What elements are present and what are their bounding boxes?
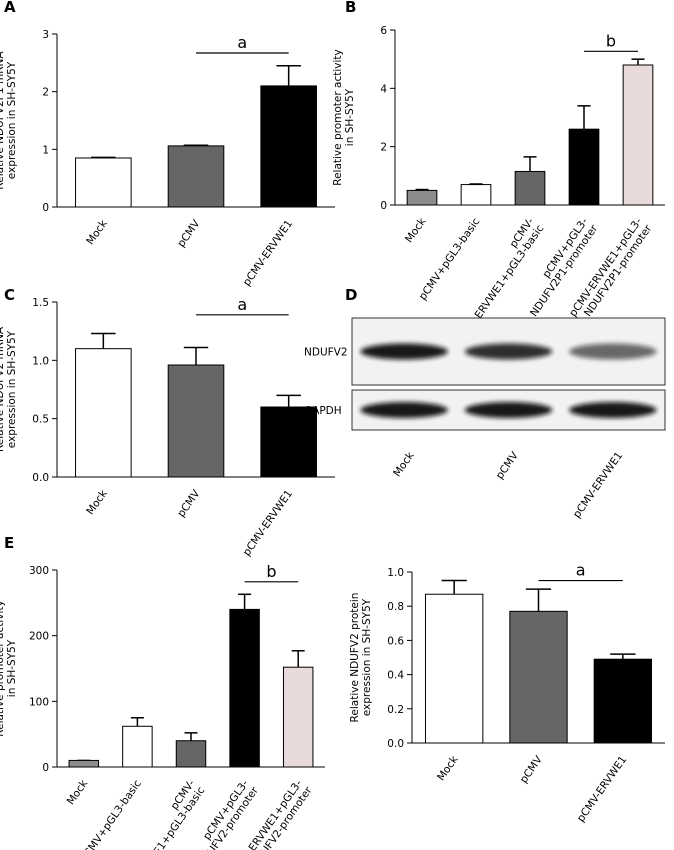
blot-row-label: NDUFV2 [304,347,348,359]
y-tick-label: 200 [29,631,49,643]
y-tick-label: 0.6 [387,635,404,647]
y-tick-label: 1.5 [32,297,49,309]
y-axis-label: Relative NDUFV2P1 mRNAexpression in SH-S… [0,51,18,190]
x-tick-label: pCMV-ERVWE1 [575,754,629,824]
y-tick-label: 0 [42,762,49,774]
y-tick-label: 1.0 [32,355,49,367]
bar [568,128,600,206]
bar [75,348,132,478]
y-tick-label: 0.2 [387,704,404,716]
bar [167,145,225,208]
bar [622,64,654,206]
blot-band [569,402,657,418]
bar [424,593,484,744]
blot-band [464,402,553,418]
blot-band [360,402,448,418]
y-tick-label: 0.5 [32,414,49,426]
significance-label: a [576,561,586,580]
significance-label: b [266,562,276,581]
x-tick-label: pCMV-ERVWE1 [241,488,295,558]
bar [460,184,492,206]
x-tick-label: pCMV-ERVWE1 [241,218,295,288]
bar [282,666,314,768]
significance-label: a [237,33,247,52]
blot-row-label: GAPDH [304,405,342,417]
x-tick-label: pCMV+pGL3-basic [417,216,483,303]
bar [229,608,260,768]
panel-label: A [4,0,16,16]
x-tick-label: pCMV+pGL3-basic [78,778,144,850]
y-tick-label: 4 [380,83,387,95]
bar [509,610,568,744]
y-tick-label: 100 [29,696,49,708]
y-tick-label: 2 [42,87,49,99]
x-tick-label: Mock [65,777,91,807]
y-tick-label: 2 [380,142,387,154]
y-axis-label: Relative NDUFV2 proteinexpression in SH-… [349,593,373,723]
significance-label: b [606,31,616,50]
panel-label: D [345,286,357,304]
x-tick-label: Mock [435,753,461,783]
y-tick-label: 0 [42,202,49,214]
bar [167,364,225,478]
bar [68,759,100,768]
bar [175,740,207,768]
bar [260,406,317,478]
y-tick-label: 6 [380,25,387,37]
y-tick-label: 0.0 [32,472,49,484]
x-tick-label: pCMV [175,217,203,249]
blot-band [569,343,657,360]
bar [406,189,438,206]
x-tick-label: pCMV [494,449,522,481]
panel-label: B [345,0,356,16]
y-tick-label: 300 [29,565,49,577]
bar [75,157,132,208]
blot-band [464,343,553,360]
x-tick-label: Mock [84,487,110,517]
panel-label: E [4,534,14,552]
panel-label: C [4,286,15,304]
blot-band [360,343,448,360]
significance-label: a [237,295,247,314]
bar [122,725,153,768]
y-tick-label: 1.0 [387,567,404,579]
x-tick-label: Mock [391,449,417,479]
y-tick-label: 0 [380,200,387,212]
x-tick-label: pCMV [518,753,546,785]
y-tick-label: 0.0 [387,738,404,750]
bar [260,85,317,208]
y-tick-label: 1 [42,144,49,156]
bar [514,170,546,206]
x-tick-label: pCMV [175,487,203,519]
y-axis-label: Relative promoter activityin SH-SY5Y [332,49,356,185]
y-axis-label: Relative NDUFV2 mRNAexpression in SH-SY5… [0,326,18,452]
bar [593,658,653,744]
y-tick-label: 0.8 [387,601,404,613]
y-tick-label: 3 [42,29,49,41]
x-tick-label: pCMV-ERVWE1 [571,450,625,520]
y-axis-label: Relative promoter activityin SH-SY5Y [0,600,18,736]
y-tick-label: 0.4 [387,670,404,682]
x-tick-label: Mock [403,215,429,245]
x-tick-label: Mock [84,217,110,247]
